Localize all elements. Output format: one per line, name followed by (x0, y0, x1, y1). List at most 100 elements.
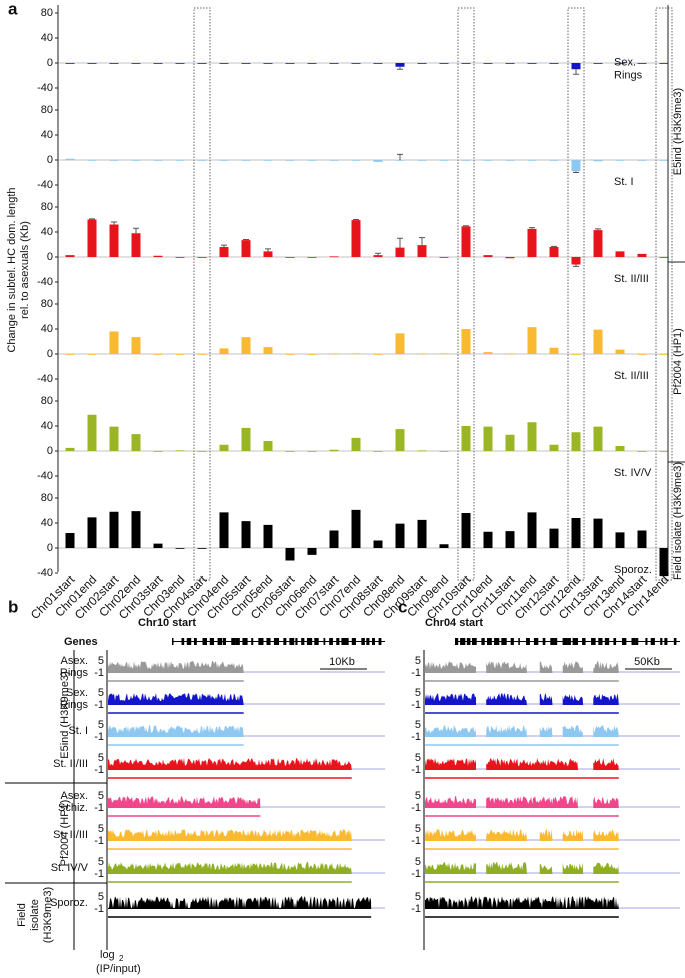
track-tick-label: -1 (411, 731, 421, 743)
series-label: St. IV/V (614, 467, 652, 479)
signal-track (486, 693, 527, 705)
track-tick-label: 5 (415, 823, 421, 835)
bar (131, 160, 141, 161)
bar (439, 544, 449, 548)
bar (197, 548, 207, 549)
bar (153, 63, 163, 64)
track-label: Sporoz. (50, 897, 88, 909)
bar (329, 530, 339, 548)
bar (615, 349, 625, 354)
series-label: Sporoz. (614, 564, 652, 576)
track-label: Schiz. (58, 802, 88, 814)
bar (461, 426, 471, 451)
y-tick-label: -40 (37, 567, 53, 579)
bar (109, 331, 119, 354)
y-tick-label: -40 (37, 82, 53, 94)
bar (197, 451, 207, 452)
track-tick-label: 5 (415, 655, 421, 667)
bar (87, 63, 97, 64)
bar (483, 426, 493, 451)
bar (571, 518, 581, 548)
bar (65, 63, 75, 64)
bar (131, 233, 141, 257)
track-tick-label: -1 (411, 667, 421, 679)
y-tick-label: 40 (41, 226, 53, 238)
bar (659, 160, 669, 161)
bar (285, 257, 295, 258)
y-axis-label: Change in subtel. HC dom. length (6, 187, 18, 352)
bar (241, 240, 251, 257)
y-tick-label: 40 (41, 420, 53, 432)
group-label: (H3K9me3) (42, 887, 54, 943)
signal-track (425, 758, 476, 770)
signal-track (425, 725, 476, 737)
panel-label: a (8, 0, 18, 18)
bar (263, 441, 273, 451)
track-tick-label: 5 (415, 856, 421, 868)
bar (241, 427, 251, 451)
signal-track (593, 693, 619, 705)
bar (659, 451, 669, 452)
bar (175, 63, 185, 64)
y-tick-label: 0 (47, 251, 53, 263)
track-label: St. II/III (53, 758, 88, 770)
bar (395, 523, 405, 548)
bar (571, 257, 581, 265)
group-label: E5ind (H3K9me3) (672, 88, 684, 175)
panel-title: Chr10 start (138, 617, 196, 629)
bar (439, 160, 449, 161)
bar (483, 531, 493, 548)
signal-track (539, 661, 553, 673)
y-tick-label: 0 (47, 57, 53, 69)
bar (351, 220, 361, 257)
track-tick-label: 5 (98, 891, 104, 903)
track-label: St. II/III (53, 829, 88, 841)
bar (373, 160, 383, 162)
bar (131, 337, 141, 354)
track-tick-label: 5 (415, 719, 421, 731)
bar (659, 354, 669, 355)
bar (637, 63, 647, 64)
bar (549, 444, 559, 451)
track-tick-label: -1 (94, 802, 104, 814)
signal-track (425, 796, 476, 808)
bar (153, 354, 163, 355)
bar (461, 513, 471, 548)
bar (395, 160, 405, 161)
track-tick-label: -1 (411, 764, 421, 776)
bar (615, 160, 625, 161)
bar (285, 451, 295, 452)
bar (131, 63, 141, 64)
bar (395, 247, 405, 257)
bar (615, 251, 625, 257)
bar (219, 247, 229, 257)
highlight-box (567, 7, 585, 581)
track-tick-label: 5 (98, 719, 104, 731)
track-label: St. I (68, 725, 88, 737)
y-tick-label: 40 (41, 517, 53, 529)
bar (659, 548, 669, 577)
group-label: Field (16, 903, 28, 927)
bar (549, 247, 559, 257)
signal-track (562, 661, 584, 673)
track-tick-label: -1 (94, 699, 104, 711)
y-tick-label: 40 (41, 323, 53, 335)
signal-track (593, 725, 619, 737)
bar (461, 226, 471, 257)
bar (65, 158, 75, 160)
bar (505, 353, 515, 355)
bar (505, 257, 515, 259)
bar (439, 353, 449, 355)
bar (615, 532, 625, 548)
bar (395, 333, 405, 354)
track-tick-label: 5 (415, 790, 421, 802)
bar (373, 255, 383, 257)
signal-track (425, 829, 476, 841)
y-tick-label: 80 (41, 104, 53, 116)
bar (571, 354, 581, 355)
signal-track (593, 862, 619, 874)
signal-track (486, 862, 527, 874)
bar (153, 543, 163, 548)
track-tick-label: 5 (98, 752, 104, 764)
